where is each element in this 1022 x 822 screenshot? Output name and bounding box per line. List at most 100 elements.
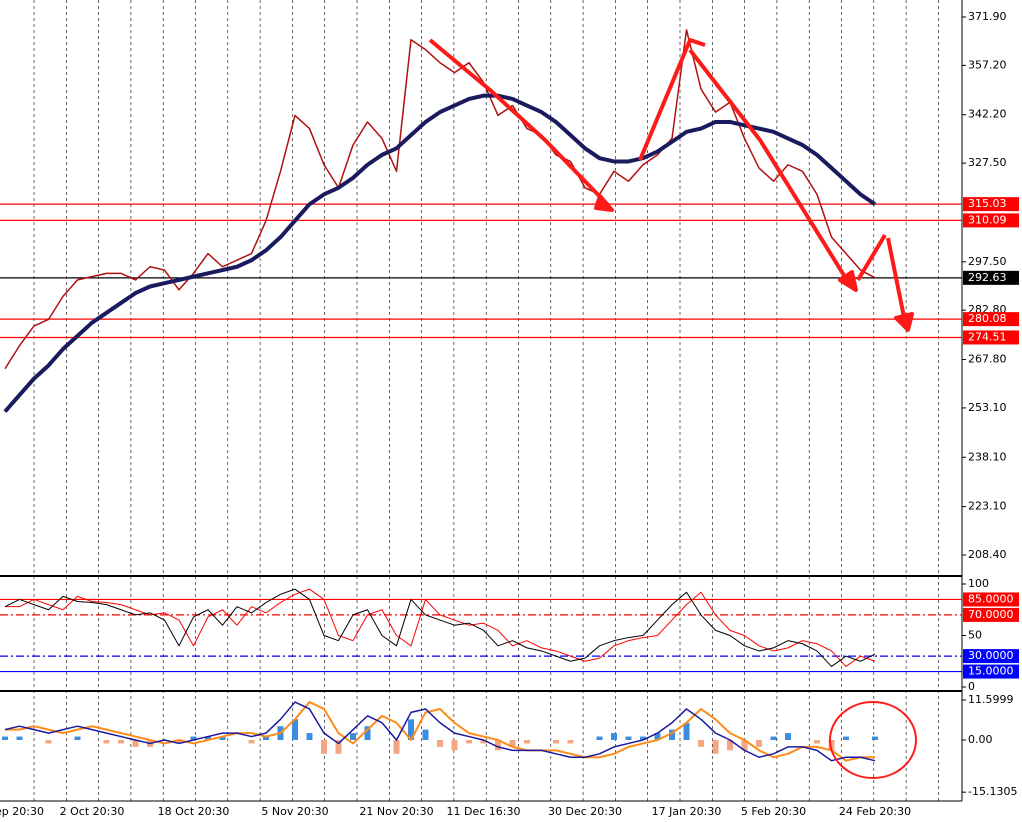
level-label: 310.09 [968, 213, 1007, 226]
grid [33, 0, 939, 801]
arrow [688, 48, 852, 287]
level-label: 315.03 [968, 197, 1007, 210]
y-tick-label: 357.20 [968, 58, 1007, 71]
x-tick-label: 21 Nov 20:30 [359, 805, 433, 818]
x-tick-label: 17 Jan 20:30 [652, 805, 722, 818]
y-tick-label: 253.10 [968, 401, 1007, 414]
histogram-bar [321, 740, 327, 754]
highlight-circle [829, 701, 917, 779]
y-tick-label: 238.10 [968, 450, 1007, 463]
y-tick-label: 223.10 [968, 500, 1007, 513]
histogram-bar [567, 740, 574, 744]
annotations [428, 38, 917, 779]
arrow-head [838, 270, 858, 292]
histogram-bar [872, 736, 878, 740]
histogram-bar [727, 740, 733, 751]
histogram-bar [466, 740, 472, 744]
histogram-bar [292, 719, 298, 740]
histogram-bar [698, 740, 704, 747]
x-tick-label: 5 Nov 20:30 [261, 805, 328, 818]
series-line [5, 588, 876, 667]
histogram-bar [741, 740, 748, 751]
y-tick-label: 0 [968, 680, 975, 693]
y-tick-label: 267.80 [968, 353, 1007, 366]
histogram-bar [422, 729, 429, 740]
level-label-box [963, 592, 1019, 607]
histogram-bar [785, 733, 791, 740]
histogram-bar [828, 740, 835, 751]
histogram-bar [770, 736, 777, 740]
level-label: 85.0000 [968, 592, 1014, 605]
level-label: 280.08 [968, 312, 1007, 325]
histogram-bar [16, 736, 23, 740]
histogram-bar [756, 740, 762, 747]
histogram-bar [480, 740, 487, 744]
histogram-bar [190, 736, 197, 740]
series-line [5, 701, 875, 762]
level-label: 70.0000 [968, 608, 1014, 621]
histogram-bar [205, 736, 211, 740]
histogram-bar [176, 740, 182, 744]
level-label-box [963, 270, 1019, 285]
histogram-bar [45, 740, 52, 744]
histogram-bar [364, 726, 371, 740]
x-tick-label: 18 Oct 20:30 [158, 805, 230, 818]
x-tick-label: 2 Oct 20:30 [60, 805, 125, 818]
y-tick-label: 342.20 [968, 108, 1007, 121]
histogram-bar [335, 740, 342, 754]
level-label: 15.0000 [968, 665, 1014, 678]
histogram-bar [509, 740, 516, 747]
histogram-bar [669, 729, 675, 740]
histogram-bar [843, 736, 849, 740]
histogram-bar [263, 736, 269, 740]
histogram-bar [393, 740, 400, 754]
histogram-bar [712, 740, 719, 754]
x-tick-label: 24 Feb 20:30 [839, 805, 911, 818]
histogram-bar [611, 733, 617, 740]
histogram-bar [451, 740, 458, 751]
histogram-bar [654, 733, 661, 740]
histogram-bar [2, 736, 8, 740]
axis: 371.90357.20342.20327.50297.50282.80267.… [0, 10, 1019, 818]
histogram-bar [596, 736, 603, 740]
level-label-box [963, 213, 1019, 228]
y-tick-label: 0.00 [968, 733, 993, 746]
series-line [4, 701, 876, 762]
x-tick-label: 5 Feb 20:30 [741, 805, 806, 818]
y-tick-label: 50 [968, 629, 982, 642]
histogram-bar [248, 740, 255, 744]
histogram-bar [306, 733, 313, 740]
arrow [886, 237, 907, 323]
level-label-box [963, 197, 1019, 212]
histogram-bar [118, 740, 124, 744]
arrow-head [894, 312, 914, 332]
level-label: 274.51 [968, 330, 1007, 343]
level-label-box [963, 607, 1019, 622]
histogram-bar [74, 736, 81, 740]
y-tick-label: 11.5999 [968, 693, 1014, 706]
histogram-bar [103, 740, 110, 744]
arrow-head [594, 194, 614, 212]
histogram-bar [553, 740, 559, 744]
x-tick-label: ep 20:30 [0, 805, 44, 818]
series-line [4, 588, 876, 667]
histogram-bar [683, 722, 690, 740]
x-tick-label: 11 Dec 16:30 [447, 805, 521, 818]
histogram-bar [350, 733, 356, 740]
x-tick-label: 30 Dec 20:30 [548, 805, 622, 818]
arrow [428, 38, 610, 207]
y-tick-label: 208.40 [968, 548, 1007, 561]
y-tick-label: 100 [968, 577, 989, 590]
histogram-bar [408, 719, 414, 740]
y-tick-label: 327.50 [968, 156, 1007, 169]
level-label-box [963, 664, 1019, 679]
level-label: 30.0000 [968, 649, 1014, 662]
plot [0, 29, 962, 762]
y-tick-label: 371.90 [968, 10, 1007, 23]
histogram-bar [495, 740, 501, 751]
histogram-bar [437, 740, 443, 747]
level-label-box [963, 649, 1019, 664]
y-tick-label: 297.50 [968, 255, 1007, 268]
